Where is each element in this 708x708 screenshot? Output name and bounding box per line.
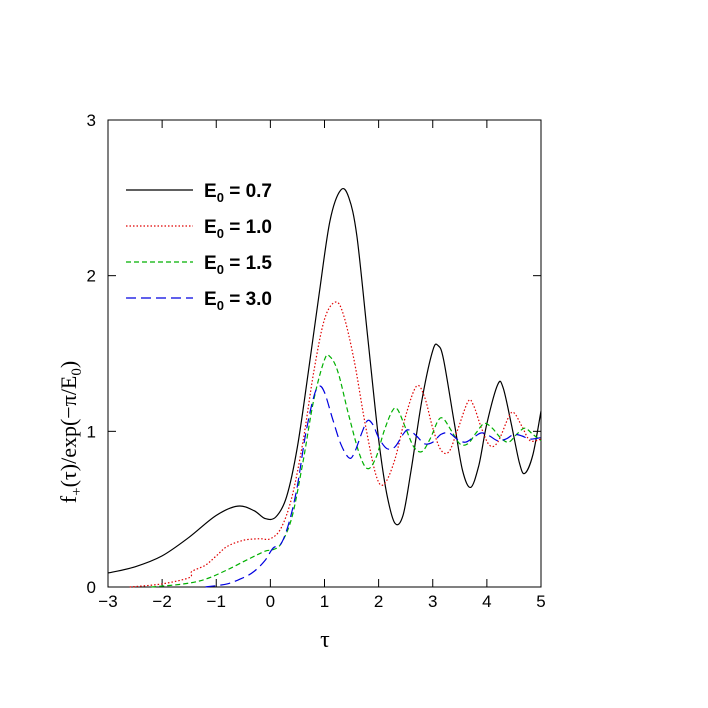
x-tick-label: −1 <box>207 592 226 611</box>
series-line-1 <box>107 187 542 574</box>
x-tick-label: −2 <box>152 592 171 611</box>
y-axis-label: f+(τ)/exp(−π/E0) <box>56 361 85 503</box>
x-tick-label: 5 <box>536 592 545 611</box>
legend-label: E0 = 1.0 <box>204 217 272 241</box>
series-line-4 <box>205 385 542 588</box>
x-tick-label: 2 <box>374 592 383 611</box>
series-line-3 <box>151 354 542 588</box>
x-tick-label: 1 <box>320 592 329 611</box>
y-tick-label: 0 <box>87 578 96 597</box>
y-tick-label: 1 <box>87 422 96 441</box>
axis-ticks: −3 −2 −1 0 1 2 3 4 5 0 1 2 3 <box>87 111 546 611</box>
legend-label: E0 = 3.0 <box>204 289 272 313</box>
legend-label: E0 = 0.7 <box>204 181 272 205</box>
legend: E0 = 0.7 E0 = 1.0 E0 = 1.5 E0 = 3.0 <box>126 181 272 313</box>
x-tick-label: 4 <box>482 592 491 611</box>
legend-label: E0 = 1.5 <box>204 253 272 277</box>
series-line-2 <box>129 301 542 588</box>
series-lines <box>107 187 542 588</box>
x-tick-label: −3 <box>98 592 117 611</box>
x-tick-label: 0 <box>266 592 275 611</box>
x-axis-label: τ <box>320 627 330 653</box>
x-tick-label: 3 <box>428 592 437 611</box>
y-tick-label: 2 <box>87 267 96 286</box>
y-tick-label: 3 <box>87 111 96 130</box>
